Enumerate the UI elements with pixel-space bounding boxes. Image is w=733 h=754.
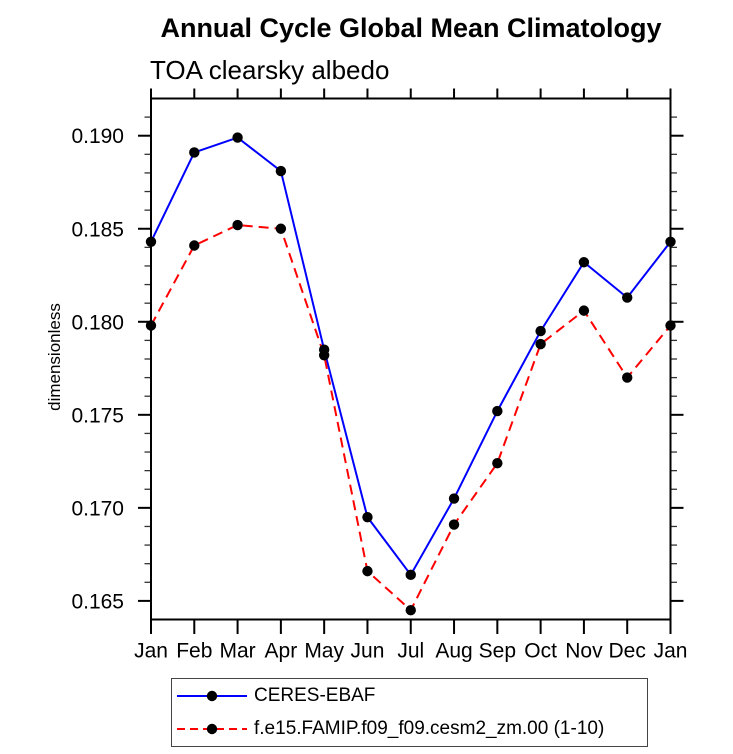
x-tick-label: Dec	[609, 640, 646, 663]
x-tick-label: Nov	[565, 640, 603, 663]
plot-frame	[150, 97, 672, 621]
data-point-s1	[318, 350, 330, 361]
data-point-s0	[362, 511, 373, 523]
x-tick-label: Jan	[654, 640, 688, 663]
legend-item: f.e15.FAMIP.f09_f09.cesm2_zm.00 (1-10)	[172, 713, 647, 746]
legend-label: CERES-EBAF	[254, 685, 376, 706]
y-tick-label: 0.190	[71, 125, 124, 148]
data-point-s1	[362, 565, 373, 577]
data-point-s1	[492, 458, 503, 469]
data-point-s0	[145, 236, 157, 247]
y-tick-label: 0.185	[71, 218, 124, 241]
data-point-s1	[448, 519, 460, 530]
legend-marker	[206, 723, 218, 735]
x-tick-label: Jan	[134, 640, 168, 663]
data-point-s0	[622, 292, 633, 303]
y-tick-label: 0.165	[71, 590, 124, 613]
data-point-s1	[578, 305, 590, 316]
data-point-s1	[275, 223, 287, 234]
x-tick-label: Aug	[435, 640, 472, 663]
x-tick-label: Mar	[219, 640, 255, 663]
series-line-0	[150, 136, 672, 577]
x-tick-label: Apr	[265, 640, 298, 663]
chart-title: Annual Cycle Global Mean Climatology	[160, 13, 662, 43]
data-point-s0	[492, 405, 503, 417]
y-tick-label: 0.180	[71, 311, 124, 334]
data-point-s0	[448, 493, 460, 504]
legend-line-sample	[177, 723, 247, 735]
x-tick-label: May	[304, 640, 344, 663]
legend-box: CERES-EBAF f.e15.FAMIP.f09_f09.cesm2_zm.0…	[171, 678, 648, 747]
data-point-s0	[232, 132, 243, 143]
data-point-s0	[578, 257, 590, 268]
data-point-s0	[535, 325, 546, 337]
data-point-s1	[232, 219, 243, 231]
legend-marker	[206, 690, 218, 702]
x-tick-label: Sep	[479, 640, 516, 663]
data-point-s1	[189, 240, 200, 251]
data-point-s0	[665, 236, 676, 247]
data-point-s1	[535, 338, 546, 350]
data-point-s1	[405, 604, 416, 616]
legend-item: CERES-EBAF	[172, 680, 647, 713]
legend-label: f.e15.FAMIP.f09_f09.cesm2_zm.00 (1-10)	[254, 718, 605, 739]
data-point-s1	[665, 320, 676, 331]
y-tick-label: 0.170	[71, 497, 124, 520]
data-point-s0	[275, 165, 287, 177]
legend-line-sample	[177, 690, 247, 702]
x-tick-label: Feb	[176, 640, 212, 663]
data-point-s0	[405, 569, 416, 581]
data-point-s1	[622, 372, 633, 383]
series-line-1	[150, 224, 672, 612]
data-point-s1	[145, 320, 157, 331]
x-tick-label: Jul	[397, 640, 424, 663]
x-tick-label: Oct	[524, 640, 557, 663]
x-tick-label: Jun	[351, 640, 385, 663]
y-tick-label: 0.175	[71, 404, 124, 427]
chart-subtitle: TOA clearsky albedo	[150, 55, 390, 85]
data-point-s0	[189, 147, 200, 158]
